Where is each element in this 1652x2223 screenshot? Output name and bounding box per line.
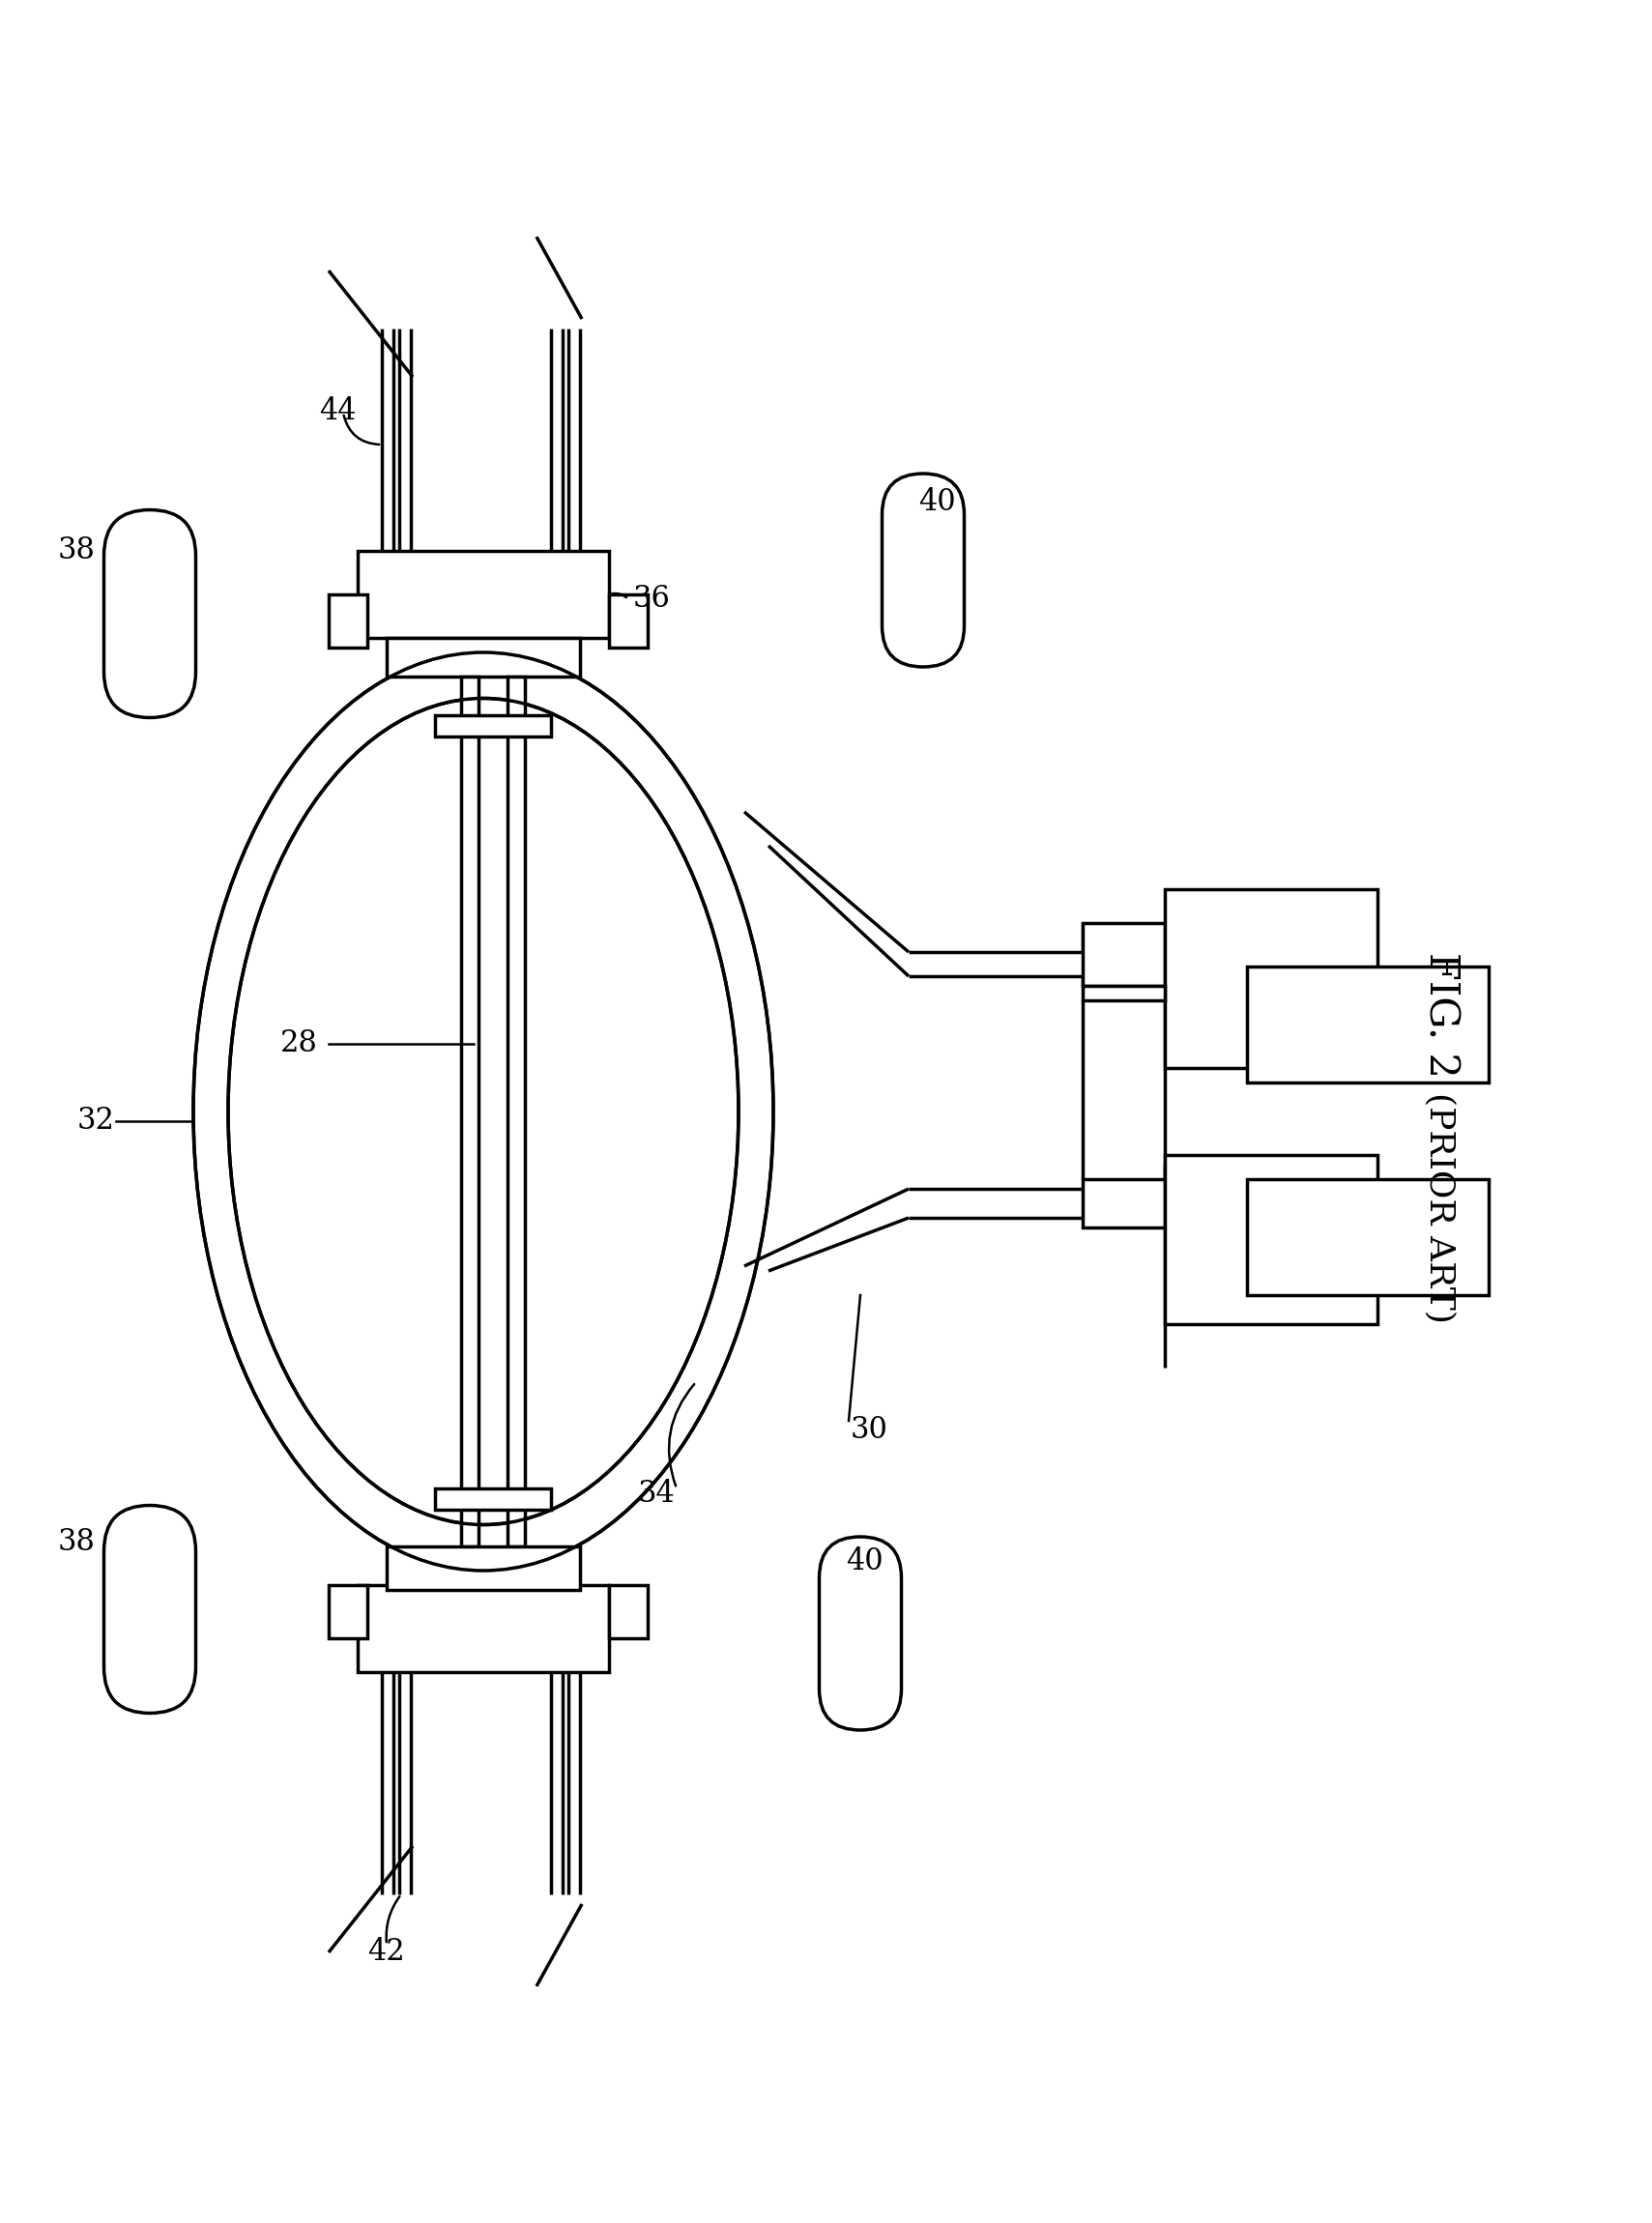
FancyBboxPatch shape: [819, 1536, 902, 1729]
Bar: [1082, 1178, 1165, 1227]
Ellipse shape: [228, 698, 738, 1525]
Bar: [1082, 923, 1165, 985]
Bar: [358, 551, 610, 638]
Bar: [1082, 985, 1165, 1000]
Text: 38: 38: [58, 536, 96, 567]
FancyBboxPatch shape: [104, 509, 195, 718]
Bar: [461, 676, 479, 1547]
Text: 40: 40: [919, 487, 955, 518]
Bar: [387, 1547, 580, 1589]
Bar: [387, 638, 580, 676]
Text: 42: 42: [367, 1938, 405, 1967]
Ellipse shape: [193, 651, 773, 1572]
Bar: [434, 716, 552, 736]
Text: 36: 36: [633, 585, 671, 614]
Bar: [1165, 889, 1378, 1067]
Bar: [358, 1585, 610, 1672]
FancyBboxPatch shape: [104, 1505, 195, 1714]
Bar: [507, 676, 525, 1547]
Bar: [329, 1585, 367, 1638]
Bar: [610, 1585, 648, 1638]
Text: FIG. 2: FIG. 2: [1421, 951, 1460, 1078]
Text: (PRIOR ART): (PRIOR ART): [1424, 1094, 1457, 1323]
Bar: [1165, 1156, 1378, 1325]
Bar: [610, 594, 648, 647]
Text: 40: 40: [846, 1545, 884, 1576]
Text: 44: 44: [319, 396, 357, 427]
Text: 28: 28: [281, 1029, 317, 1058]
Bar: [1247, 1178, 1488, 1296]
Text: 32: 32: [78, 1107, 116, 1136]
Bar: [434, 1489, 552, 1509]
Text: 34: 34: [638, 1478, 676, 1507]
Bar: [329, 594, 367, 647]
FancyBboxPatch shape: [882, 473, 965, 667]
Text: 38: 38: [58, 1527, 96, 1556]
Bar: [1247, 967, 1488, 1083]
Text: 30: 30: [851, 1416, 889, 1445]
